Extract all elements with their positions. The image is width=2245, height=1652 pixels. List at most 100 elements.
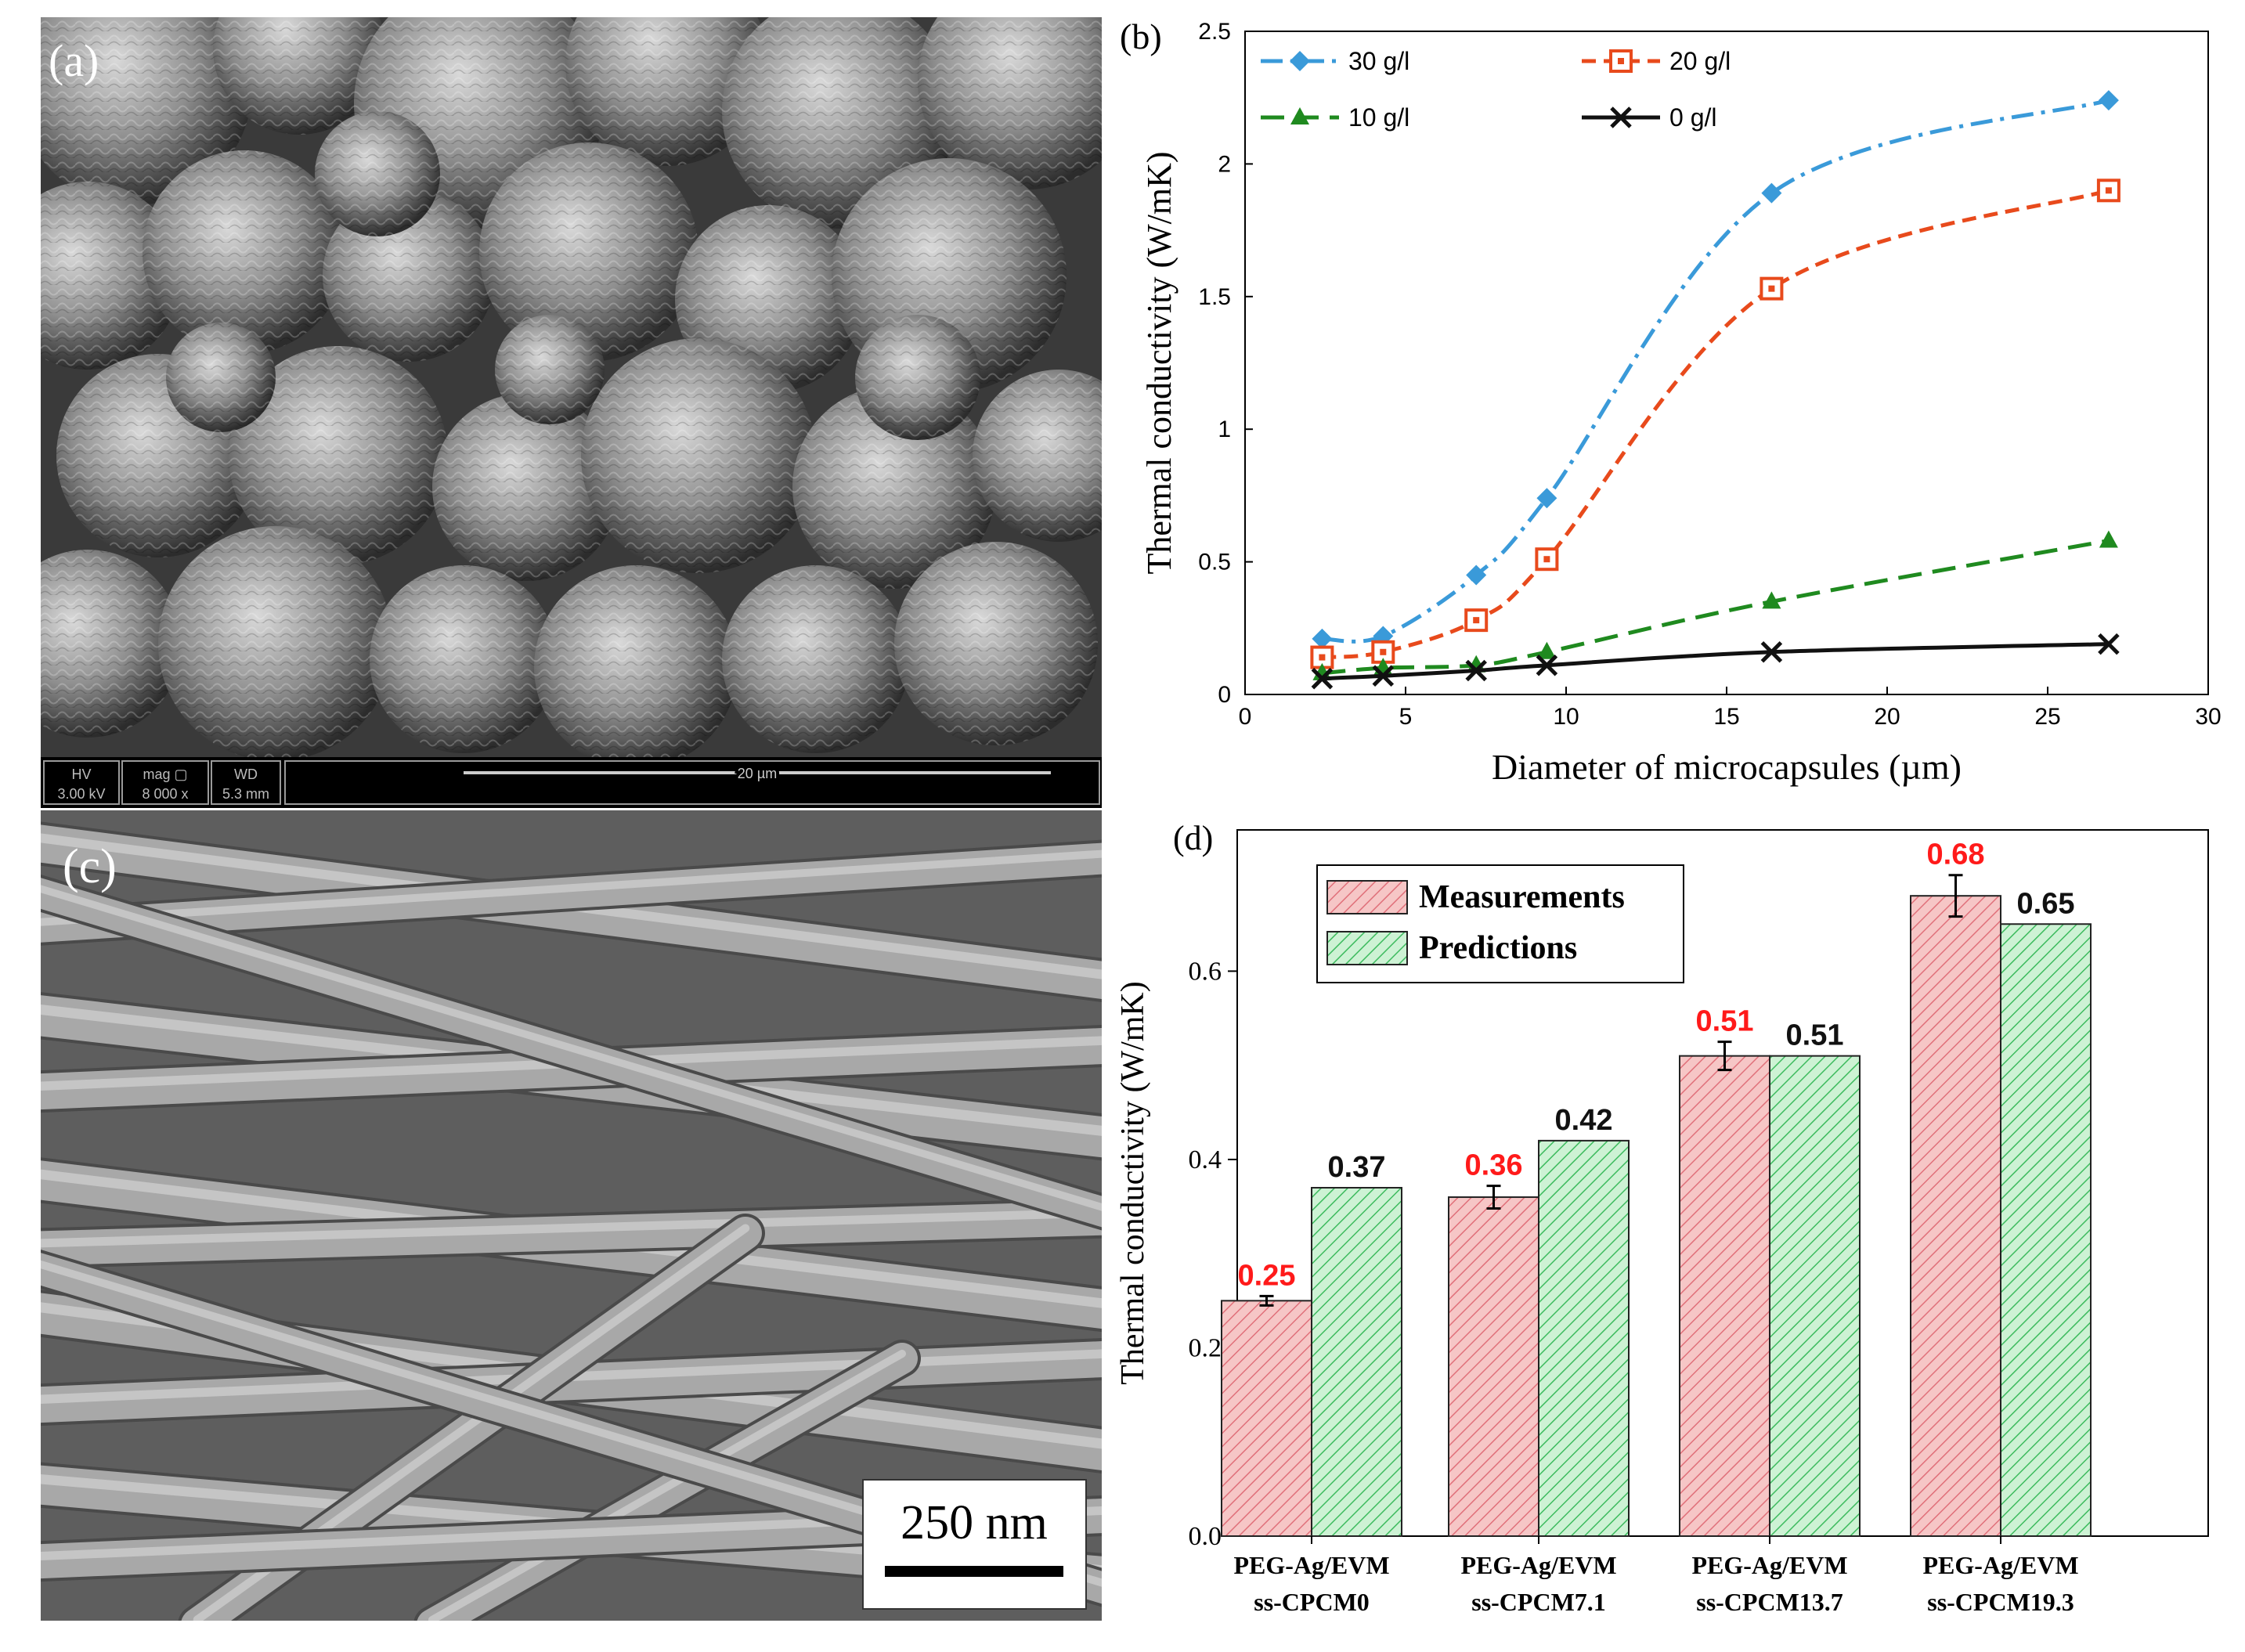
sphere-wrinkle-texture: [0, 182, 182, 370]
sem-image-microcapsules: HV 3.00 kV mag ▢ 8 000 x WD 5.3 mm 20 µm…: [0, 0, 1145, 808]
sphere-wrinkle-texture: [581, 338, 816, 573]
data-point-square-dot: [1768, 285, 1775, 292]
bar-predictions: [2000, 923, 2092, 1537]
data-point-square-dot: [1618, 58, 1624, 64]
legend-label: Measurements: [1419, 879, 1625, 915]
sem-hv-label: HV: [71, 766, 91, 782]
sphere-wrinkle-texture: [918, 0, 1137, 189]
data-point-x: [1465, 659, 1487, 682]
nanofiber-highlight: [428, 1350, 906, 1624]
data-point-triangle: [1762, 591, 1781, 609]
x-tick-label: 20: [1874, 704, 1900, 730]
data-point-triangle: [2099, 530, 2118, 548]
panel-label-c: (c): [63, 840, 117, 893]
data-point-square: [2096, 179, 2120, 203]
sem-image-nanofibers: 250 nm (c): [2, 810, 1145, 1644]
data-point-x: [1536, 654, 1558, 676]
data-point-triangle: [1290, 107, 1309, 124]
legend-swatch: [1326, 880, 1408, 914]
x-category-label-line1: PEG-Ag/EVM: [1922, 1551, 2078, 1579]
bar-value-label: 0.42: [1555, 1104, 1613, 1137]
data-point-square-dot: [1319, 654, 1326, 661]
sphere-wrinkle-texture: [370, 565, 558, 753]
series-20-g-l: [1310, 179, 2120, 669]
line-chart: (b) 0 5 10 15 20 25 30 0 0.5 1 1.5 2 2.5 Diameter of …: [1120, 16, 2222, 787]
sphere-wrinkle-texture: [0, 550, 182, 738]
sphere-wrinkle-texture: [792, 385, 996, 589]
x-tick-label: 15: [1713, 704, 1739, 730]
sem-wd-label: WD: [234, 766, 258, 782]
bar-value-label: 0.68: [1927, 839, 1985, 871]
y-tick-label: 0.4: [1189, 1145, 1222, 1174]
sphere-wrinkle-texture: [166, 323, 276, 432]
legend: Measurements Predictions: [1316, 864, 1684, 983]
data-point-square: [1760, 276, 1784, 301]
bar-value-label: 0.36: [1465, 1149, 1523, 1182]
nanofiber-highlight: [21, 880, 1125, 1217]
y-axis-label: Thermal conductivity (W/mK): [1140, 151, 1178, 574]
x-category-label-line1: PEG-Ag/EVM: [1460, 1551, 1616, 1579]
y-tick-label: 0.5: [1198, 550, 1231, 575]
series-line: [1322, 98, 2110, 644]
x-category-label-line2: ss-CPCM19.3: [1927, 1588, 2074, 1616]
data-point-diamond: [1290, 51, 1310, 71]
data-point-square-dot: [1473, 617, 1480, 624]
bar-value-label: 0.25: [1238, 1259, 1296, 1292]
sphere-wrinkle-texture: [158, 526, 393, 761]
panel-label-a: (a): [49, 35, 99, 86]
y-tick-label: 0.2: [1189, 1333, 1222, 1362]
x-tick-label: 25: [2034, 704, 2060, 730]
data-point-x: [1760, 641, 1783, 663]
series-10-g-l: [1312, 530, 2118, 680]
sphere-wrinkle-texture: [534, 565, 738, 769]
data-point-diamond: [1466, 564, 1487, 586]
nanofiber: [417, 1343, 918, 1640]
legend-label: 30 g/l: [1348, 47, 1409, 75]
bar-predictions: [1769, 1055, 1861, 1537]
x-category-label-line2: ss-CPCM0: [1254, 1588, 1370, 1616]
x-category-label-line1: PEG-Ag/EVM: [1691, 1551, 1847, 1579]
nanofiber: [8, 1200, 1139, 1266]
x-category-label-line1: PEG-Ag/EVM: [1233, 1551, 1389, 1579]
y-tick-label: 1: [1218, 417, 1231, 442]
data-point-diamond: [2098, 90, 2119, 111]
sphere-wrinkle-texture: [213, 0, 385, 135]
y-axis-label: Thermal conductivity (W/mK): [1115, 981, 1151, 1385]
panel-c: 250 nm (c): [2, 810, 1145, 1644]
nanofiber: [7, 1340, 1139, 1423]
panel-a: HV 3.00 kV mag ▢ 8 000 x WD 5.3 mm 20 µm…: [0, 0, 1145, 808]
y-tick-label: 0.0: [1189, 1522, 1222, 1551]
bar-value-label: 0.51: [1786, 1019, 1844, 1052]
y-tick-label: 2: [1218, 151, 1231, 177]
sphere-wrinkle-texture: [479, 142, 698, 362]
bar-predictions: [1538, 1139, 1630, 1537]
x-tick-label: 0: [1239, 704, 1252, 730]
sphere-wrinkle-texture: [432, 393, 620, 581]
sem-scale-label: 20 µm: [738, 766, 777, 781]
x-category-label-line2: ss-CPCM7.1: [1471, 1588, 1606, 1616]
legend-label: 20 g/l: [1669, 47, 1731, 75]
x-axis-label: Diameter of microcapsules (µm): [1492, 747, 1962, 787]
data-point-square-dot: [2105, 187, 2112, 194]
sem-info-bar: HV 3.00 kV mag ▢ 8 000 x WD 5.3 mm 20 µm: [41, 757, 1102, 808]
panel-label-d: (d): [1173, 819, 1213, 857]
sphere-wrinkle-texture: [17, 0, 252, 205]
legend-label: 0 g/l: [1669, 103, 1716, 132]
panel-d: (d) 0.0 0.2 0.4 0.6 Thermal conductivity (W/…: [1104, 806, 2245, 1648]
nanofiber-highlight: [21, 849, 1125, 927]
x-tick-label: 10: [1553, 704, 1579, 730]
bar-predictions: [1311, 1187, 1402, 1537]
series-line: [1322, 642, 2109, 681]
sphere-wrinkle-texture: [565, 0, 769, 166]
data-point-x: [1610, 106, 1632, 128]
y-tick-label: 0.6: [1189, 957, 1222, 986]
y-tick-label: 2.5: [1198, 19, 1231, 45]
scale-bar-box: 250 nm: [862, 1479, 1087, 1610]
legend-swatch: [1326, 931, 1408, 965]
bar-value-label: 0.51: [1696, 1005, 1754, 1038]
legend: 30 g/l 20 g/l 10 g/l 0 g/l: [1261, 47, 1731, 132]
sem-mag-label: mag ▢: [143, 766, 187, 782]
bar-measurements: [1910, 895, 2001, 1538]
nanofiber: [10, 874, 1136, 1232]
sphere-wrinkle-texture: [143, 150, 346, 354]
